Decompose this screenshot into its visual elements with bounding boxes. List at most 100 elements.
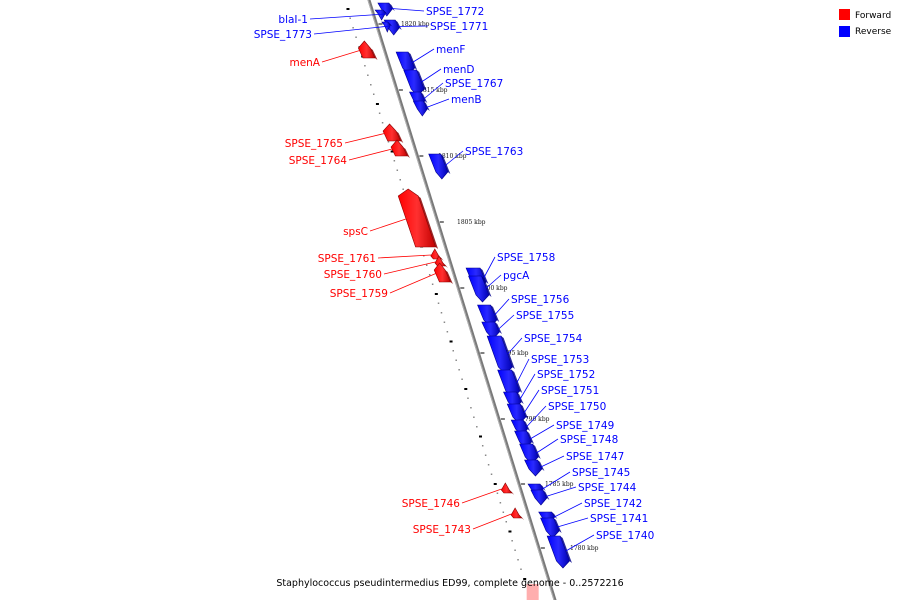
gene-SPSE_1763-glyph[interactable] — [428, 153, 451, 180]
gene-leader-line — [494, 298, 510, 316]
gene-label-SPSE_1749[interactable]: SPSE_1749 — [556, 420, 614, 432]
gene-leader-line — [483, 256, 496, 278]
gene-leader-line — [445, 150, 464, 166]
gene-label-SPSE_1742[interactable]: SPSE_1742 — [584, 498, 642, 510]
gene-label-SPSE_1751[interactable]: SPSE_1751 — [541, 385, 599, 397]
gene-SPSE_1756-glyph[interactable] — [477, 304, 500, 328]
gene-blaI-1-glyph[interactable] — [374, 9, 389, 21]
gene-label-SPSE_1767[interactable]: SPSE_1767 — [445, 78, 503, 90]
gene-SPSE_1755-glyph[interactable] — [481, 321, 502, 340]
track-tick — [484, 454, 487, 456]
gene-arrow-side — [481, 276, 492, 297]
gene-label-SPSE_1750[interactable]: SPSE_1750 — [548, 401, 606, 413]
gene-SPSE_1753-glyph[interactable] — [497, 369, 523, 399]
track-tick — [502, 511, 505, 513]
track-tick — [496, 492, 499, 494]
gene-SPSE_1740-glyph[interactable] — [546, 535, 572, 569]
gene-arrow-side — [383, 10, 389, 15]
gene-arrow — [530, 489, 548, 506]
gene-arrow-side — [523, 420, 531, 431]
gene-label-SPSE_1758[interactable]: SPSE_1758 — [497, 252, 555, 264]
gene-arrow-side — [501, 336, 515, 369]
gene-label-blaI-1[interactable]: blaI-1 — [278, 14, 308, 26]
gene-label-SPSE_1748[interactable]: SPSE_1748 — [560, 434, 618, 446]
gene-menB-glyph[interactable] — [412, 100, 430, 117]
gene-label-pgcA[interactable]: pgcA — [503, 270, 530, 282]
gene-label-SPSE_1755[interactable]: SPSE_1755 — [516, 310, 574, 322]
gene-arrow-side — [416, 70, 427, 91]
track-tick — [372, 93, 375, 95]
gene-SPSE_1743-glyph[interactable] — [510, 507, 525, 520]
gene-label-SPSE_1772[interactable]: SPSE_1772 — [426, 6, 484, 18]
track-tick — [387, 141, 390, 143]
gene-label-SPSE_1747[interactable]: SPSE_1747 — [566, 451, 624, 463]
backbone-highlight — [367, 0, 555, 600]
gene-label-menF[interactable]: menF — [436, 44, 465, 56]
gene-SPSE_1747-glyph[interactable] — [524, 459, 545, 477]
track-tick — [514, 549, 516, 551]
gene-arrow — [433, 262, 451, 283]
track-tick — [476, 426, 478, 428]
gene-label-menD[interactable]: menD — [443, 64, 474, 76]
gene-arrow — [374, 9, 386, 21]
gene-SPSE_1748-glyph[interactable] — [519, 443, 541, 465]
gene-label-SPSE_1753[interactable]: SPSE_1753 — [531, 354, 589, 366]
gene-label-SPSE_1761[interactable]: SPSE_1761 — [318, 253, 376, 265]
gene-arrow — [481, 321, 500, 340]
backbone-line — [367, 0, 557, 600]
kbp-label: 1780 kbp — [570, 545, 599, 552]
gene-SPSE_1765-glyph[interactable] — [382, 123, 404, 143]
gene-label-SPSE_1760[interactable]: SPSE_1760 — [324, 269, 382, 281]
gene-SPSE_1741-glyph[interactable] — [540, 517, 562, 539]
gene-leader-line — [309, 13, 386, 20]
gene-arrow-side — [445, 270, 453, 284]
gene-label-SPSE_1773[interactable]: SPSE_1773 — [254, 29, 312, 41]
gene-label-SPSE_1752[interactable]: SPSE_1752 — [537, 369, 595, 381]
track-tick — [493, 483, 497, 485]
gene-labels: SPSE_1772 blaI-1 SPSE_1771 SPSE_1773 menF men… — [254, 6, 654, 552]
gene-label-menB[interactable]: menB — [451, 94, 482, 106]
gene-SPSE_1773-glyph[interactable] — [381, 21, 393, 33]
kbp-label: 1790 kbp — [521, 416, 550, 423]
gene-label-SPSE_1743[interactable]: SPSE_1743 — [413, 524, 471, 536]
gene-arrow — [546, 535, 570, 569]
gene-leader-line — [516, 358, 530, 384]
gene-spsC-glyph[interactable] — [397, 188, 439, 249]
gene-SPSE_1759-glyph[interactable] — [433, 262, 453, 284]
gene-label-SPSE_1763[interactable]: SPSE_1763 — [465, 146, 523, 158]
gene-arrow — [397, 188, 436, 248]
gene-arrow-side — [553, 518, 562, 533]
gene-label-SPSE_1741[interactable]: SPSE_1741 — [590, 513, 648, 525]
gene-label-SPSE_1771[interactable]: SPSE_1771 — [430, 21, 488, 33]
gene-label-SPSE_1759[interactable]: SPSE_1759 — [330, 288, 388, 300]
track-tick — [349, 17, 351, 19]
track-tick — [511, 540, 513, 542]
gene-arrow-side — [511, 370, 523, 393]
gene-label-SPSE_1745[interactable]: SPSE_1745 — [572, 467, 630, 479]
gene-SPSE_1764-glyph[interactable] — [390, 139, 410, 158]
gene-label-SPSE_1765[interactable]: SPSE_1765 — [285, 138, 343, 150]
gene-leader-line — [507, 337, 523, 355]
gene-label-SPSE_1756[interactable]: SPSE_1756 — [511, 294, 570, 306]
gene-menA-glyph[interactable] — [357, 40, 378, 60]
gene-pgcA-glyph[interactable] — [468, 275, 492, 303]
track-tick — [425, 264, 428, 266]
gene-arrow-side — [440, 154, 451, 174]
gene-label-SPSE_1754[interactable]: SPSE_1754 — [524, 333, 583, 345]
gene-SPSE_1746-glyph[interactable] — [500, 482, 515, 495]
gene-label-SPSE_1744[interactable]: SPSE_1744 — [578, 482, 637, 494]
gene-arrow-side — [509, 490, 515, 495]
track-tick — [390, 150, 394, 153]
gene-label-SPSE_1764[interactable]: SPSE_1764 — [289, 155, 348, 167]
track-tick — [487, 464, 490, 466]
gene-label-menA[interactable]: menA — [289, 57, 320, 69]
gene-label-spsC[interactable]: spsC — [343, 226, 368, 238]
gene-label-SPSE_1740[interactable]: SPSE_1740 — [596, 530, 654, 542]
gene-arrow — [412, 100, 428, 117]
gene-arrow-side — [519, 515, 525, 520]
gene-SPSE_1744-glyph[interactable] — [530, 489, 550, 506]
gene-leader-line — [519, 373, 536, 400]
track-tick — [434, 293, 438, 295]
gene-label-SPSE_1746[interactable]: SPSE_1746 — [402, 498, 461, 510]
gene-arrow — [382, 123, 402, 142]
